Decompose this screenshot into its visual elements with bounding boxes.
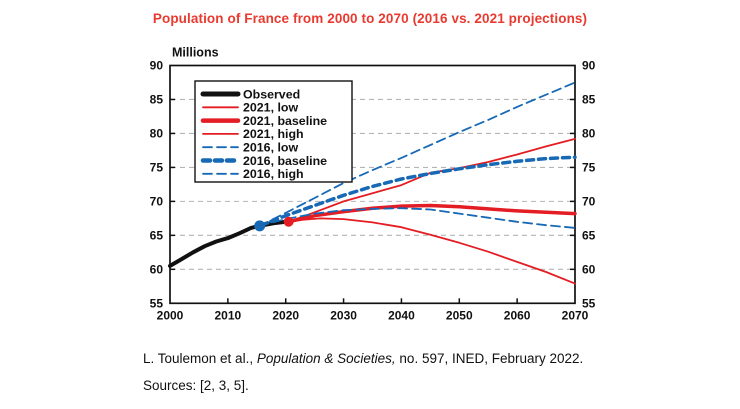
legend-item-label: 2016, high bbox=[243, 167, 304, 181]
2016-projection-start-marker bbox=[254, 220, 266, 232]
y-axis-tick-label: 90 bbox=[150, 59, 164, 73]
citation-line: L. Toulemon et al., Population & Societi… bbox=[143, 345, 583, 372]
y-axis-tick-label: 55 bbox=[150, 297, 164, 311]
x-axis-tick-label: 2020 bbox=[272, 308, 299, 322]
y-axis-tick-label: 55 bbox=[582, 297, 596, 311]
y-axis-tick-label: 70 bbox=[150, 195, 164, 209]
y-axis-tick-label: 65 bbox=[582, 229, 596, 243]
y-axis-tick-label: 70 bbox=[582, 195, 596, 209]
series-2021-low bbox=[287, 217, 576, 285]
y-axis-tick-label: 80 bbox=[150, 127, 164, 141]
legend-item-label: 2021, baseline bbox=[243, 114, 327, 128]
y-axis-tick-label: 60 bbox=[150, 263, 164, 277]
y-axis-tick-label: 60 bbox=[582, 263, 596, 277]
x-axis-tick-label: 2010 bbox=[215, 308, 242, 322]
y-axis-tick-label: 85 bbox=[150, 93, 164, 107]
legend-item-label: 2016, low bbox=[243, 141, 298, 155]
series-observed bbox=[168, 219, 294, 268]
population-chart: 55 55 60 60 65 65 70 70 75 75 80 80 85 85 90 90 2000 2010… bbox=[150, 46, 596, 323]
plot-border bbox=[169, 64, 576, 305]
y-axis-tick-label: 65 bbox=[150, 229, 164, 243]
x-axis-tick-label: 2060 bbox=[504, 308, 531, 322]
x-axis-tick-label: 2030 bbox=[330, 308, 357, 322]
x-axis-tick-label: 2050 bbox=[446, 308, 473, 322]
legend-box bbox=[194, 80, 353, 183]
y-axis-tick-label: 90 bbox=[582, 59, 596, 73]
series-2016-baseline bbox=[257, 155, 577, 228]
legend-item-label: 2021, high bbox=[243, 127, 304, 141]
citation-text: L. Toulemon et al., bbox=[143, 351, 257, 366]
x-axis-tick-label: 2000 bbox=[157, 308, 184, 322]
citation-details: no. 597, INED, February 2022. bbox=[395, 351, 584, 366]
y-axis-tick-label: 75 bbox=[582, 161, 596, 175]
series-2016-low bbox=[258, 207, 576, 229]
legend-item-label: 2021, low bbox=[243, 101, 298, 115]
y-axis-unit-label: Millions bbox=[172, 46, 219, 60]
2021-projection-start-marker bbox=[283, 216, 294, 227]
x-axis-tick-label: 2040 bbox=[388, 308, 415, 322]
x-axis-tick-label: 2070 bbox=[562, 308, 589, 322]
y-axis-tick-label: 75 bbox=[150, 161, 164, 175]
citation-block: L. Toulemon et al., Population & Societi… bbox=[143, 345, 583, 399]
y-axis-tick-label: 85 bbox=[582, 93, 596, 107]
legend-item-label: 2016, baseline bbox=[243, 154, 327, 168]
citation-journal: Population & Societies, bbox=[256, 351, 396, 366]
y-axis-tick-label: 80 bbox=[582, 127, 596, 141]
series-2021-baseline bbox=[286, 203, 577, 224]
series-2016-high bbox=[258, 81, 576, 227]
legend-item-label: Observed bbox=[243, 87, 300, 101]
sources-line: Sources: [2, 3, 5]. bbox=[143, 378, 249, 393]
chart-title: Population of France from 2000 to 2070 (… bbox=[152, 11, 588, 26]
